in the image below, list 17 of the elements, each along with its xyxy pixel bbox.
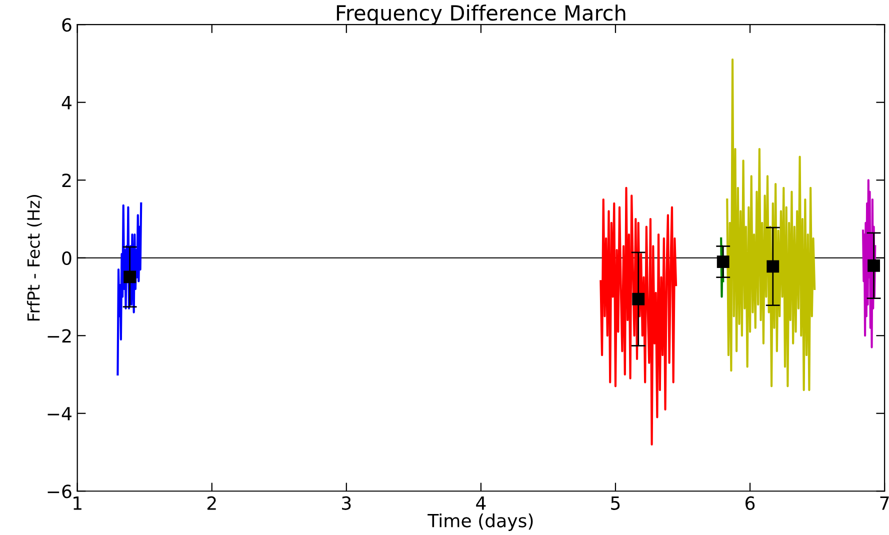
x-tick-label: 4 bbox=[476, 496, 486, 510]
y-tick-label: 6 bbox=[62, 18, 72, 32]
y-tick-label: −6 bbox=[48, 484, 72, 498]
chart-title: Frequency Difference March bbox=[336, 4, 626, 25]
x-tick-label: 2 bbox=[207, 496, 216, 510]
x-tick-label: 5 bbox=[611, 496, 620, 510]
y-tick-label: −4 bbox=[48, 407, 72, 420]
y-tick-label: 2 bbox=[62, 174, 71, 187]
x-axis-title: Time (days) bbox=[428, 513, 533, 531]
x-tick-label: 1 bbox=[74, 496, 82, 510]
y-axis-title: FrfPt - Fect (Hz) bbox=[26, 195, 42, 320]
x-tick-label: 6 bbox=[746, 496, 755, 510]
y-tick-label: −2 bbox=[48, 329, 71, 342]
y-tick-label: 0 bbox=[62, 251, 72, 265]
y-tick-label: 4 bbox=[62, 96, 72, 110]
x-tick-label: 7 bbox=[880, 496, 889, 510]
x-tick-label: 3 bbox=[342, 496, 351, 510]
